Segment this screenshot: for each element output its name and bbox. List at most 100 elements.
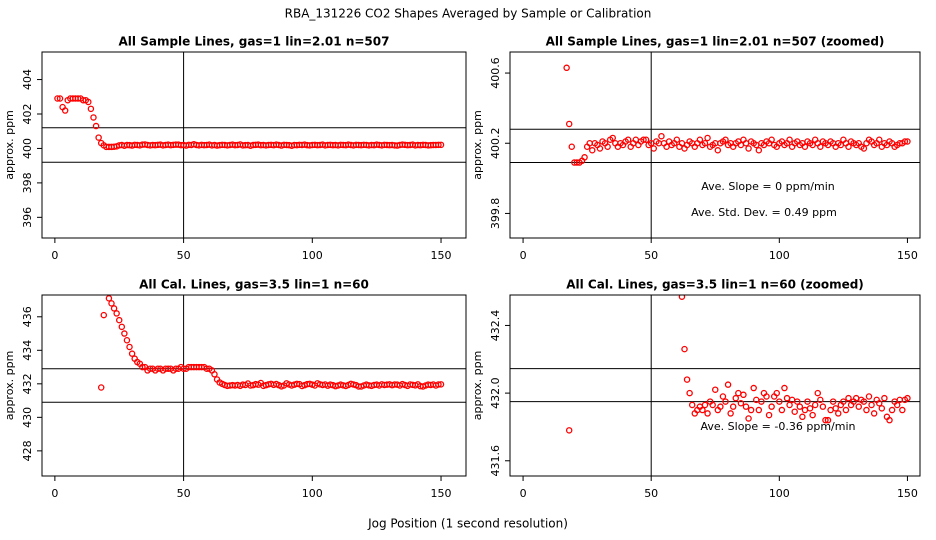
point: [845, 394, 852, 402]
x-tick-label: 0: [51, 249, 58, 262]
point: [589, 147, 596, 154]
point: [696, 136, 704, 143]
panel: All Cal. Lines, gas=3.5 lin=1 n=60 approx…: [3, 278, 467, 500]
point: [95, 134, 102, 141]
point: [819, 403, 827, 410]
point: [640, 136, 647, 143]
point: [658, 132, 665, 140]
points: [565, 295, 911, 434]
point: [678, 295, 686, 300]
point: [121, 330, 128, 337]
panel: All Sample Lines, gas=1 lin=2.01 n=507 (…: [471, 35, 921, 262]
point: [870, 410, 878, 417]
y-axis-label: approx. ppm: [3, 110, 16, 180]
x-tick-label: 100: [769, 249, 790, 262]
point: [704, 134, 711, 142]
point: [778, 406, 786, 414]
point: [139, 363, 146, 371]
x-tick-label: 50: [177, 249, 191, 262]
point: [293, 380, 301, 388]
point: [568, 143, 576, 151]
point: [435, 141, 442, 149]
point: [817, 396, 824, 404]
point: [642, 136, 650, 143]
point: [673, 136, 681, 143]
y-tick-label: 402: [21, 104, 34, 125]
y-tick-label: 400: [21, 138, 34, 159]
point: [886, 416, 893, 424]
x-tick-label: 0: [51, 487, 58, 500]
point: [581, 154, 588, 161]
y-tick-label: 396: [21, 207, 34, 228]
point: [811, 401, 819, 409]
point: [115, 316, 123, 324]
points: [54, 95, 445, 151]
point: [565, 427, 573, 434]
point: [211, 371, 218, 378]
point: [737, 400, 745, 407]
point: [881, 394, 888, 402]
point: [113, 310, 120, 317]
x-axis-label: Jog Position (1 second resolution): [367, 517, 568, 531]
y-tick-label: 404: [21, 69, 34, 90]
point: [709, 401, 716, 409]
x-tick-label: 150: [431, 487, 452, 500]
y-tick-label: 434: [21, 340, 34, 361]
x-tick-label: 0: [520, 249, 527, 262]
point: [712, 386, 719, 393]
x-tick-label: 50: [644, 487, 658, 500]
point: [688, 401, 696, 409]
point: [747, 406, 755, 414]
x-tick-label: 100: [769, 487, 790, 500]
y-tick-label: 430: [21, 407, 34, 428]
y-axis-label: approx. ppm: [471, 351, 484, 421]
plot-frame: [41, 294, 467, 477]
point: [719, 393, 727, 400]
x-tick-label: 150: [897, 487, 918, 500]
panel: All Cal. Lines, gas=3.5 lin=1 n=60 (zoom…: [471, 278, 921, 500]
point: [87, 105, 95, 113]
point: [742, 403, 750, 410]
point: [701, 401, 709, 409]
plot-frame: [41, 51, 467, 239]
point: [796, 403, 804, 410]
point: [876, 136, 883, 143]
y-tick-label: 400.2: [489, 127, 502, 159]
point: [804, 398, 811, 405]
point: [842, 406, 850, 414]
point: [604, 143, 611, 151]
point: [765, 411, 773, 419]
point: [768, 136, 775, 143]
point: [801, 406, 809, 414]
y-axis-label: approx. ppm: [3, 351, 16, 421]
point: [699, 406, 706, 414]
point: [860, 398, 868, 405]
point: [829, 398, 837, 405]
panel-title: All Cal. Lines, gas=3.5 lin=1 n=60: [139, 278, 369, 292]
point: [437, 141, 445, 149]
point: [740, 391, 747, 399]
point: [758, 398, 765, 405]
x-tick-label: 100: [302, 487, 323, 500]
x-tick-label: 50: [177, 487, 191, 500]
x-tick-label: 150: [897, 249, 918, 262]
point: [722, 136, 729, 143]
point: [128, 350, 136, 357]
annotation: Ave. Slope = 0 ppm/min: [701, 180, 835, 193]
point: [97, 384, 105, 391]
point: [824, 416, 832, 424]
point: [722, 398, 729, 405]
y-tick-label: 432.0: [489, 377, 502, 409]
point: [876, 400, 883, 407]
x-tick-label: 100: [302, 249, 323, 262]
points: [563, 64, 911, 166]
point: [773, 389, 781, 397]
panel-title: All Sample Lines, gas=1 lin=2.01 n=507 (…: [546, 35, 885, 49]
figure-title: RBA_131226 CO2 Shapes Averaged by Sample…: [285, 7, 652, 21]
point: [126, 343, 133, 351]
point: [822, 416, 829, 424]
point: [609, 134, 617, 142]
point: [745, 145, 752, 152]
point: [768, 403, 775, 410]
